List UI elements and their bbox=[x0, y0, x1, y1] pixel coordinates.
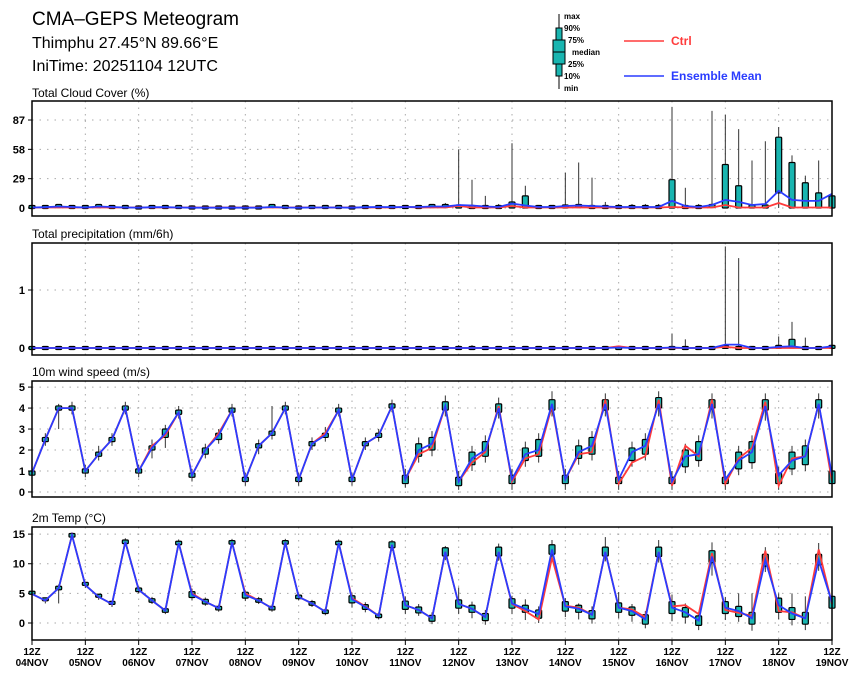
y-tick-label: 2 bbox=[19, 445, 25, 457]
legend-min: min bbox=[564, 84, 578, 93]
y-tick-label: 15 bbox=[13, 529, 25, 541]
x-tick-hour: 12Z bbox=[503, 647, 520, 658]
x-tick-hour: 12Z bbox=[237, 647, 254, 658]
x-tick-date: 09NOV bbox=[282, 658, 315, 669]
panel-frame bbox=[31, 380, 833, 498]
x-tick-hour: 12Z bbox=[450, 647, 467, 658]
wind-mean-line bbox=[31, 402, 833, 485]
cloud-box bbox=[788, 161, 796, 209]
panel-frame bbox=[31, 242, 833, 356]
cloud-box bbox=[668, 179, 676, 209]
x-tick-date: 05NOV bbox=[69, 658, 102, 669]
y-tick-label: 0 bbox=[19, 618, 25, 630]
y-tick-label: 5 bbox=[19, 382, 25, 394]
x-tick-hour: 12Z bbox=[23, 647, 40, 658]
legend-median: median bbox=[572, 48, 600, 57]
location-label: Thimphu 27.45°N 89.66°E bbox=[32, 35, 218, 52]
x-tick-hour: 12Z bbox=[77, 647, 94, 658]
legend-p90: 90% bbox=[564, 24, 580, 33]
x-tick-date: 07NOV bbox=[176, 658, 209, 669]
y-tick-label: 58 bbox=[13, 144, 25, 156]
y-tick-label: 1 bbox=[19, 285, 25, 297]
x-axis: 12Z04NOV12Z05NOV12Z06NOV12Z07NOV12Z08NOV… bbox=[16, 640, 849, 669]
legend-p75: 75% bbox=[568, 36, 584, 45]
x-tick-date: 15NOV bbox=[602, 658, 635, 669]
legend-p25: 25% bbox=[568, 60, 584, 69]
y-tick-label: 0 bbox=[19, 203, 25, 215]
x-tick-date: 10NOV bbox=[336, 658, 369, 669]
panel-temperature: 2m Temp (°C) 0 5 10 15 bbox=[13, 511, 836, 641]
x-tick-hour: 12Z bbox=[770, 647, 787, 658]
x-tick-date: 18NOV bbox=[762, 658, 795, 669]
legend-mean-label: Ensemble Mean bbox=[671, 69, 762, 83]
y-tick-label: 87 bbox=[13, 115, 25, 127]
x-tick-date: 04NOV bbox=[16, 658, 49, 669]
x-tick-date: 13NOV bbox=[496, 658, 529, 669]
x-tick-hour: 12Z bbox=[397, 647, 414, 658]
x-tick-date: 12NOV bbox=[442, 658, 475, 669]
x-tick-date: 19NOV bbox=[816, 658, 849, 669]
x-tick-date: 17NOV bbox=[709, 658, 742, 669]
legend: max 90% 75% median 25% 10% min Ctrl Ense… bbox=[552, 12, 762, 93]
panel-frame bbox=[31, 100, 833, 217]
y-tick-label: 29 bbox=[13, 174, 25, 186]
cloud-box bbox=[735, 185, 743, 209]
wind-ctrl-line bbox=[31, 399, 833, 489]
y-tick-label: 0 bbox=[19, 343, 25, 355]
legend-max: max bbox=[564, 12, 581, 21]
panel-cloud-cover: Total Cloud Cover (%) 0 29 58 87 bbox=[13, 86, 836, 217]
panel-title-wind-speed: 10m wind speed (m/s) bbox=[32, 365, 150, 379]
cloud-mean-line bbox=[31, 189, 833, 209]
y-tick-label: 10 bbox=[13, 559, 25, 571]
cloud-box bbox=[801, 182, 809, 209]
precip-mean-line bbox=[32, 343, 833, 349]
x-tick-date: 16NOV bbox=[656, 658, 689, 669]
wind-box bbox=[681, 449, 689, 468]
cloud-box bbox=[721, 163, 729, 209]
x-tick-hour: 12Z bbox=[183, 647, 200, 658]
x-tick-hour: 12Z bbox=[130, 647, 147, 658]
y-tick-label: 1 bbox=[19, 466, 25, 478]
x-tick-hour: 12Z bbox=[343, 647, 360, 658]
x-tick-hour: 12Z bbox=[717, 647, 734, 658]
x-tick-hour: 12Z bbox=[823, 647, 840, 658]
x-tick-hour: 12Z bbox=[610, 647, 627, 658]
legend-ctrl-label: Ctrl bbox=[671, 34, 692, 48]
x-tick-date: 06NOV bbox=[122, 658, 155, 669]
y-tick-label: 3 bbox=[19, 424, 25, 436]
wind-box bbox=[628, 447, 636, 462]
x-tick-date: 11NOV bbox=[389, 658, 422, 669]
panel-frame bbox=[31, 526, 833, 641]
y-tick-label: 5 bbox=[19, 588, 25, 600]
x-tick-hour: 12Z bbox=[290, 647, 307, 658]
x-tick-hour: 12Z bbox=[557, 647, 574, 658]
panel-title-temperature: 2m Temp (°C) bbox=[32, 511, 106, 525]
y-tick-label: 4 bbox=[19, 403, 26, 415]
legend-box-glyph bbox=[552, 14, 566, 89]
panel-precipitation: Total precipitation (mm/6h) 0 1 bbox=[19, 227, 836, 356]
init-time-label: IniTime: 20251104 12UTC bbox=[32, 58, 218, 75]
chart-title: CMA–GEPS Meteogram bbox=[32, 9, 239, 30]
panel-title-cloud-cover: Total Cloud Cover (%) bbox=[32, 86, 149, 100]
y-tick-label: 0 bbox=[19, 487, 25, 499]
temp-mean-line bbox=[31, 531, 833, 623]
panel-wind-speed: 10m wind speed (m/s) 0 1 2 3 4 5 bbox=[19, 365, 836, 499]
panel-title-precipitation: Total precipitation (mm/6h) bbox=[32, 227, 173, 241]
x-tick-date: 14NOV bbox=[549, 658, 582, 669]
legend-p10: 10% bbox=[564, 72, 580, 81]
x-tick-date: 08NOV bbox=[229, 658, 262, 669]
x-tick-hour: 12Z bbox=[663, 647, 680, 658]
cloud-box bbox=[775, 136, 783, 194]
